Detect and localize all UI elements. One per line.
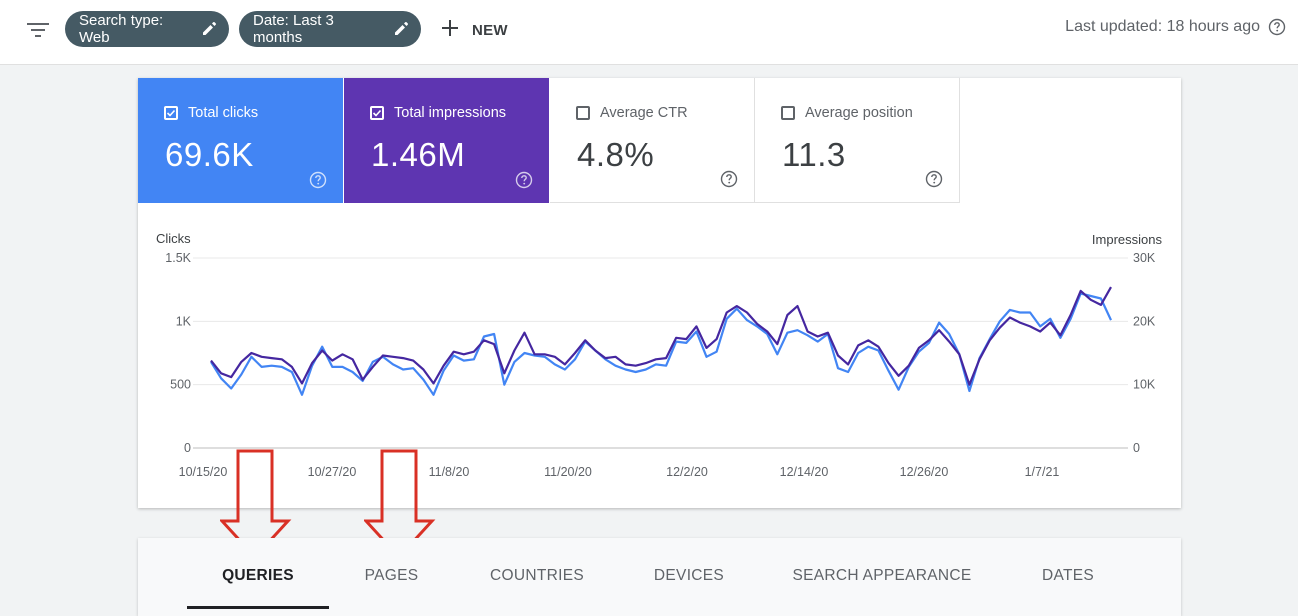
report-tabs: QUERIES PAGES COUNTRIES DEVICES SEARCH A… xyxy=(138,538,1181,616)
tab-dates[interactable]: DATES xyxy=(1041,567,1095,584)
tab-search-appearance[interactable]: SEARCH APPEARANCE xyxy=(792,567,972,584)
metric-value: 69.6K xyxy=(165,136,254,173)
x-axis-tick-label: 12/2/20 xyxy=(666,465,708,479)
help-icon[interactable] xyxy=(515,171,533,189)
right-axis-tick-label: 20K xyxy=(1133,314,1156,328)
right-axis-title: Impressions xyxy=(1092,232,1163,247)
date-filter-chip[interactable]: Date: Last 3 months xyxy=(239,11,421,47)
top-toolbar: Search type: Web Date: Last 3 months NEW… xyxy=(0,0,1298,65)
x-axis-tick-label: 11/8/20 xyxy=(429,465,470,479)
metric-average-ctr[interactable]: Average CTR 4.8% xyxy=(550,78,755,203)
left-axis-tick-label: 500 xyxy=(170,378,191,392)
x-axis-tick-label: 11/20/20 xyxy=(544,465,592,479)
x-axis-tick-label: 12/26/20 xyxy=(900,465,949,479)
left-axis-title: Clicks xyxy=(156,231,191,246)
metric-value: 11.3 xyxy=(782,136,846,173)
metric-total-clicks[interactable]: Total clicks 69.6K xyxy=(138,78,343,203)
plus-icon xyxy=(440,18,460,43)
metric-value: 4.8% xyxy=(577,136,655,173)
last-updated-text: Last updated: 18 hours ago xyxy=(1065,18,1260,35)
checkbox-checked-icon[interactable] xyxy=(164,106,178,120)
right-axis-tick-label: 10K xyxy=(1133,378,1156,392)
right-axis-tick-label: 0 xyxy=(1133,441,1140,455)
pencil-icon xyxy=(393,21,409,37)
chip-label: Date: Last 3 months xyxy=(253,12,334,46)
series-line-clicks xyxy=(210,292,1112,396)
checkbox-unchecked-icon[interactable] xyxy=(781,106,795,120)
active-tab-indicator xyxy=(187,606,329,609)
pencil-icon xyxy=(201,21,217,37)
new-filter-button[interactable]: NEW xyxy=(440,15,508,45)
x-axis-tick-label: 10/27/20 xyxy=(308,465,357,479)
help-icon[interactable] xyxy=(720,170,738,188)
new-button-label: NEW xyxy=(472,21,508,39)
performance-card: Total clicks 69.6K Total impressions 1.4… xyxy=(138,78,1181,508)
checkbox-checked-icon[interactable] xyxy=(370,106,384,120)
x-axis-tick-label: 10/15/20 xyxy=(179,465,228,479)
help-icon[interactable] xyxy=(925,170,943,188)
series-line-impressions xyxy=(210,286,1112,386)
tab-pages[interactable]: PAGES xyxy=(364,567,419,584)
performance-chart: Clicks Impressions 0 0 500 10K 1K 20K 1.5K 30K 1… xyxy=(156,231,1163,479)
last-updated: Last updated: 18 hours ago xyxy=(1065,18,1286,36)
tab-queries[interactable]: QUERIES xyxy=(222,567,294,584)
help-icon[interactable] xyxy=(309,171,327,189)
checkbox-unchecked-icon[interactable] xyxy=(576,106,590,120)
right-axis-tick-label: 30K xyxy=(1133,251,1156,265)
help-icon[interactable] xyxy=(1268,18,1286,36)
metric-label: Total clicks xyxy=(188,105,259,121)
tab-devices[interactable]: DEVICES xyxy=(653,567,725,584)
chip-label: Search type: Web xyxy=(79,12,164,46)
left-axis-tick-label: 1.5K xyxy=(165,251,191,265)
metric-total-impressions[interactable]: Total impressions 1.46M xyxy=(344,78,549,203)
metric-label: Average position xyxy=(805,105,913,121)
search-type-filter-chip[interactable]: Search type: Web xyxy=(65,11,229,47)
x-axis-tick-label: 12/14/20 xyxy=(780,465,829,479)
x-axis-tick-label: 1/7/21 xyxy=(1025,465,1060,479)
filter-list-icon[interactable] xyxy=(22,16,54,44)
tab-countries[interactable]: COUNTRIES xyxy=(490,567,584,584)
metric-value: 1.46M xyxy=(371,136,466,173)
left-axis-tick-label: 0 xyxy=(184,441,191,455)
metric-label: Total impressions xyxy=(394,105,507,121)
left-axis-tick-label: 1K xyxy=(176,314,192,328)
metric-average-position[interactable]: Average position 11.3 xyxy=(755,78,960,203)
metric-label: Average CTR xyxy=(600,105,688,121)
